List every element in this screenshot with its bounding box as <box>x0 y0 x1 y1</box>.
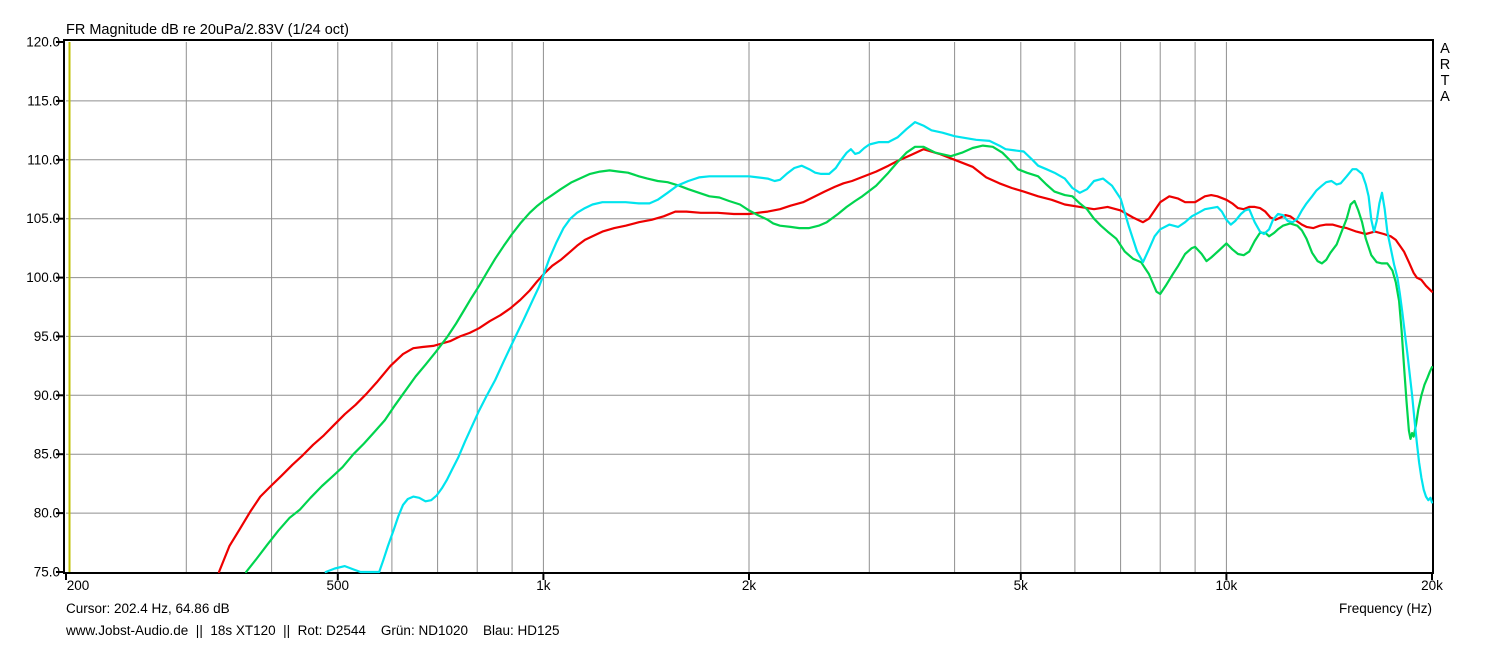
curve-gr-n-nd1020 <box>245 144 1434 574</box>
x-axis-tick-label: 2k <box>742 578 757 593</box>
x-axis-tick-label: 1k <box>536 578 551 593</box>
y-axis-tick-label: 95.0 <box>34 329 60 344</box>
x-axis-tick-label: 5k <box>1014 578 1029 593</box>
y-axis-tick-label: 110.0 <box>27 152 60 167</box>
y-axis-tick-label: 120.0 <box>26 35 60 50</box>
curve-blau-hd125 <box>324 121 1434 574</box>
y-axis-tick-label: 90.0 <box>34 388 60 403</box>
footer-info: www.Jobst-Audio.de || 18s XT120 || Rot: … <box>66 623 560 638</box>
x-axis-tick-label: 200 <box>67 578 90 593</box>
x-axis-tick-label: 500 <box>327 578 350 593</box>
y-axis-tick-label: 105.0 <box>26 211 60 226</box>
x-axis-tick-label: 20k <box>1421 578 1443 593</box>
cursor-readout: Cursor: 202.4 Hz, 64.86 dB <box>66 601 230 616</box>
y-axis-tick-label: 115.0 <box>27 93 60 108</box>
chart-title: FR Magnitude dB re 20uPa/2.83V (1/24 oct… <box>66 22 349 38</box>
y-axis-tick-label: 100.0 <box>26 270 60 285</box>
x-axis-tick-label: 10k <box>1216 578 1238 593</box>
y-axis-tick-label: 75.0 <box>34 565 60 580</box>
plot-border <box>63 39 1434 574</box>
y-axis-tick-label: 80.0 <box>34 506 60 521</box>
x-axis-title: Frequency (Hz) <box>1338 601 1432 616</box>
y-axis-tick-label: 85.0 <box>34 447 60 462</box>
